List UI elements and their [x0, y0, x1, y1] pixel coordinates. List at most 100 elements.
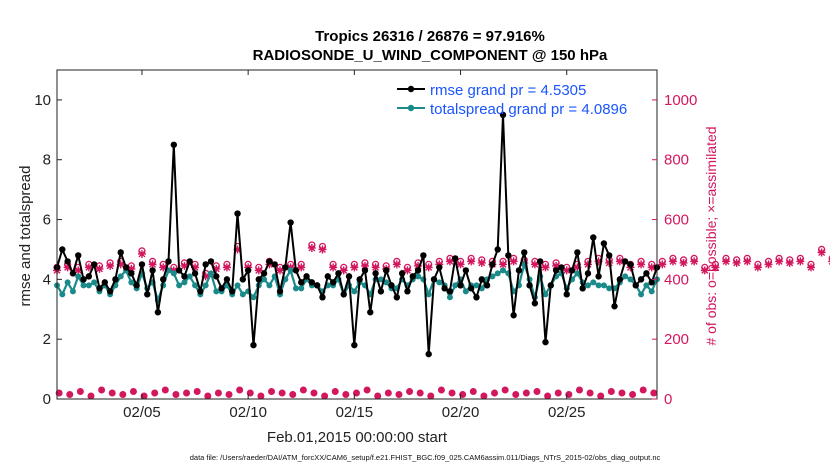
- totalspread-point: [452, 282, 459, 289]
- totalspread-point: [64, 279, 71, 286]
- rmse-point: [446, 288, 454, 295]
- obs-assimilated-marker: [583, 260, 592, 269]
- obs-assimilated-marker: [445, 257, 454, 266]
- obs-assimilated-marker: [594, 257, 603, 266]
- obs-low-count-marker: [183, 389, 191, 397]
- obs-low-count-marker: [639, 386, 647, 394]
- x-tick-label: 02/25: [548, 404, 586, 421]
- rmse-point: [229, 288, 236, 295]
- obs-assimilated-marker: [414, 261, 423, 270]
- totalspread-point: [186, 273, 193, 280]
- obs-assimilated-marker: [711, 263, 720, 272]
- rmse-point: [218, 285, 225, 292]
- obs-low-count-marker: [437, 386, 445, 394]
- rmse-point: [398, 270, 406, 277]
- rmse-point: [452, 255, 459, 262]
- plot-area: [56, 69, 658, 400]
- obs-assimilated-marker: [371, 263, 380, 272]
- obs-assimilated-marker: [562, 266, 571, 275]
- totalspread-point: [574, 270, 581, 277]
- obs-assimilated-marker: [509, 257, 518, 266]
- legend-rmse-label: rmse grand pr = 4.5305: [430, 82, 586, 99]
- obs-low-count-marker: [575, 386, 583, 394]
- rmse-point: [319, 294, 326, 301]
- rmse-point: [351, 341, 358, 349]
- totalspread-point: [207, 270, 214, 277]
- rmse-point: [335, 270, 342, 277]
- rmse-point: [133, 282, 140, 289]
- rmse-point: [616, 276, 624, 283]
- rmse-point: [149, 267, 156, 274]
- obs-assimilated-marker: [700, 266, 709, 275]
- rmse-point: [632, 282, 639, 289]
- obs-assimilated-marker: [668, 257, 677, 266]
- rmse-point: [574, 249, 581, 256]
- totalspread-point: [261, 276, 268, 283]
- rmse-point: [85, 273, 93, 280]
- obs-assimilated-marker: [467, 257, 476, 266]
- totalspread-point: [75, 273, 82, 280]
- obs-assimilated-marker: [307, 243, 316, 252]
- rmse-point: [324, 273, 331, 280]
- obs-assimilated-marker: [191, 263, 200, 272]
- y-left-tick-label: 8: [43, 152, 51, 169]
- rmse-point: [473, 294, 480, 301]
- rmse-point: [425, 350, 432, 358]
- obs-assimilated-marker: [615, 257, 624, 266]
- totalspread-point: [239, 291, 246, 298]
- rmse-point: [308, 279, 316, 286]
- obs-low-count-marker: [87, 392, 95, 400]
- totalspread-point: [176, 282, 183, 289]
- y-left-tick-label: 10: [34, 92, 51, 109]
- obs-low-count-marker: [268, 388, 276, 396]
- obs-low-count-marker: [533, 388, 541, 396]
- x-tick-label: 02/15: [336, 404, 374, 421]
- obs-assimilated-marker: [297, 263, 306, 272]
- obs-assimilated-marker: [817, 248, 826, 257]
- rmse-point: [234, 210, 241, 217]
- obs-low-count-marker: [597, 392, 605, 400]
- rmse-point: [64, 258, 71, 265]
- obs-assimilated-marker: [350, 263, 359, 272]
- obs-low-count-marker: [193, 388, 201, 396]
- rmse-point: [542, 338, 549, 346]
- obs-low-count-marker: [384, 389, 392, 397]
- obs-assimilated-marker: [360, 261, 369, 270]
- chart-title-line2: RADIOSONDE_U_WIND_COMPONENT @ 150 hPa: [253, 47, 608, 64]
- x-tick-label: 02/10: [229, 404, 267, 421]
- rmse-point: [340, 291, 347, 298]
- totalspread-point: [622, 273, 629, 280]
- obs-assimilated-marker: [722, 257, 731, 266]
- obs-low-count-marker: [76, 388, 84, 396]
- totalspread-point: [436, 279, 443, 286]
- rmse-point: [186, 258, 193, 265]
- chart-title-line1: Tropics 26316 / 26876 = 97.916%: [315, 28, 545, 45]
- rmse-point: [478, 276, 485, 283]
- rmse-point: [356, 276, 363, 283]
- y-left-tick-label: 6: [43, 212, 51, 229]
- rmse-point: [117, 249, 124, 256]
- obs-low-count-marker: [204, 392, 212, 400]
- rmse-point: [510, 312, 517, 319]
- rmse-point: [430, 276, 438, 283]
- rmse-point: [383, 267, 390, 274]
- obs-assimilated-marker: [392, 260, 401, 269]
- obs-low-count-marker: [469, 388, 477, 396]
- rmse-point: [159, 276, 167, 283]
- totalspread-point: [584, 282, 591, 289]
- rmse-point: [282, 264, 289, 271]
- rmse-point: [75, 252, 82, 259]
- rmse-point: [202, 261, 209, 268]
- rmse-point: [138, 261, 146, 268]
- totalspread-point: [494, 270, 501, 277]
- totalspread-point: [643, 282, 650, 289]
- obs-low-count-marker: [448, 389, 456, 397]
- rmse-point: [367, 309, 374, 316]
- obs-low-count-marker: [151, 389, 159, 397]
- rmse-point: [505, 252, 512, 259]
- rmse-point: [521, 249, 528, 256]
- totalspread-point: [415, 273, 422, 280]
- obs-assimilated-marker: [530, 260, 539, 269]
- obs-assimilated-marker: [637, 260, 646, 269]
- rmse-point: [499, 111, 507, 119]
